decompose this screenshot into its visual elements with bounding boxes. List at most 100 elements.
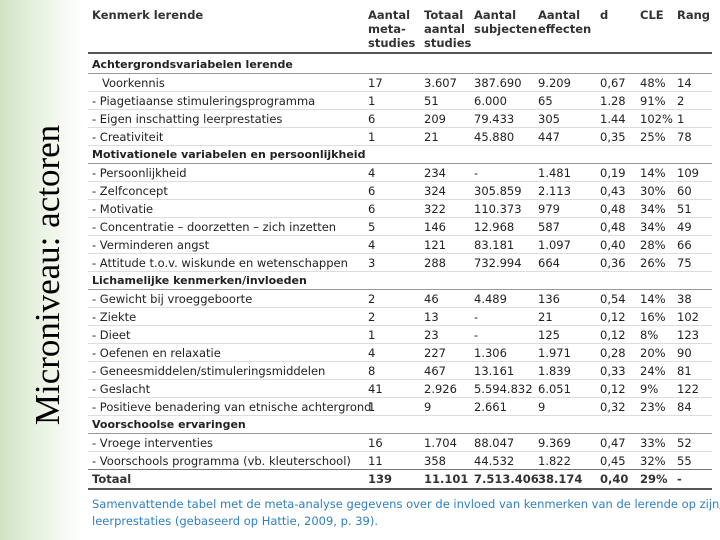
rule bbox=[88, 91, 712, 92]
cell: 305.859 bbox=[474, 184, 522, 198]
header-cell: subjecten bbox=[474, 22, 538, 36]
cell: 16 bbox=[368, 436, 383, 450]
cell: 30% bbox=[640, 184, 666, 198]
cell: 0,54 bbox=[600, 292, 626, 306]
cell: 28% bbox=[640, 238, 666, 252]
section-title: Lichamelijke kenmerken/invloeden bbox=[92, 274, 307, 287]
cell: 60 bbox=[677, 184, 692, 198]
cell: 81 bbox=[677, 364, 692, 378]
header-cell: Totaal bbox=[424, 8, 464, 22]
cell: 26% bbox=[640, 256, 666, 270]
rule bbox=[88, 217, 712, 218]
row-label: - Attitude t.o.v. wiskunde en wetenschap… bbox=[92, 256, 348, 270]
cell: 3 bbox=[368, 256, 376, 270]
cell: 387.690 bbox=[474, 76, 522, 90]
cell: 0,12 bbox=[600, 310, 626, 324]
cell: 1.704 bbox=[424, 436, 457, 450]
cell: 123 bbox=[677, 328, 699, 342]
cell: 8 bbox=[368, 364, 376, 378]
cell: 33% bbox=[640, 436, 666, 450]
cell: 209 bbox=[424, 112, 446, 126]
cell: 21 bbox=[538, 310, 553, 324]
caption: leerprestaties (gebaseerd op Hattie, 200… bbox=[92, 514, 378, 528]
rule bbox=[88, 109, 712, 110]
cell: 11 bbox=[368, 454, 383, 468]
cell: 9 bbox=[538, 400, 546, 414]
cell: 109 bbox=[677, 166, 699, 180]
cell: 84 bbox=[677, 400, 692, 414]
cell: 1 bbox=[368, 130, 376, 144]
cell: 0,33 bbox=[600, 364, 626, 378]
header-cell: Kenmerk lerende bbox=[92, 8, 204, 22]
cell: 34% bbox=[640, 202, 666, 216]
cell: 16% bbox=[640, 310, 666, 324]
cell: 48% bbox=[640, 76, 666, 90]
cell: 4 bbox=[368, 346, 376, 360]
caption: Samenvattende tabel met de meta-analyse … bbox=[92, 497, 720, 511]
cell: 358 bbox=[424, 454, 446, 468]
cell: 24% bbox=[640, 364, 666, 378]
row-label: - Geslacht bbox=[92, 382, 151, 396]
header-cell: Rang bbox=[677, 8, 711, 22]
cell: 52 bbox=[677, 436, 692, 450]
cell: 102% bbox=[640, 112, 673, 126]
rule bbox=[88, 271, 712, 272]
cell: 2 bbox=[677, 94, 685, 108]
cell: 2 bbox=[368, 292, 376, 306]
cell: 66 bbox=[677, 238, 692, 252]
cell: 9% bbox=[640, 382, 659, 396]
rule bbox=[88, 235, 712, 236]
cell: 1 bbox=[368, 94, 376, 108]
cell: 5 bbox=[368, 220, 376, 234]
cell: 13 bbox=[424, 310, 439, 324]
row-label: - Verminderen angst bbox=[92, 238, 210, 252]
row-label: - Concentratie – doorzetten – zich inzet… bbox=[92, 220, 337, 234]
rule bbox=[88, 397, 712, 398]
row-label: - Ziekte bbox=[92, 310, 137, 324]
cell: 2.926 bbox=[424, 382, 457, 396]
cell: 9.369 bbox=[538, 436, 571, 450]
cell: 90 bbox=[677, 346, 692, 360]
cell: 51 bbox=[677, 202, 692, 216]
rule bbox=[88, 361, 712, 362]
rule bbox=[88, 289, 712, 290]
row-label: - Motivatie bbox=[92, 202, 154, 216]
header-cell: meta- bbox=[368, 22, 406, 36]
row-label: - Geneesmiddelen/stimuleringsmiddelen bbox=[92, 364, 326, 378]
total-cell: 38.174 bbox=[538, 472, 583, 486]
cell: 136 bbox=[538, 292, 560, 306]
cell: 664 bbox=[538, 256, 560, 270]
row-label: - Positieve benadering van etnische acht… bbox=[92, 400, 372, 414]
cell: 9.209 bbox=[538, 76, 571, 90]
rule bbox=[88, 469, 712, 470]
cell: 6.000 bbox=[474, 94, 507, 108]
rule bbox=[88, 343, 712, 344]
rule bbox=[88, 253, 712, 254]
cell: 0,67 bbox=[600, 76, 626, 90]
cell: 732.994 bbox=[474, 256, 522, 270]
cell: 0,47 bbox=[600, 436, 626, 450]
cell: 227 bbox=[424, 346, 446, 360]
row-label: - Voorschools programma (vb. kleuterscho… bbox=[92, 454, 351, 468]
cell: 4.489 bbox=[474, 292, 507, 306]
header-cell: Aantal bbox=[368, 8, 411, 22]
header-cell: Aantal bbox=[538, 8, 581, 22]
cell: 0,32 bbox=[600, 400, 626, 414]
row-label: - Eigen inschatting leerprestaties bbox=[92, 112, 283, 126]
cell: 46 bbox=[424, 292, 439, 306]
rule bbox=[88, 181, 712, 182]
cell: 234 bbox=[424, 166, 446, 180]
cell: 44.532 bbox=[474, 454, 515, 468]
cell: 122 bbox=[677, 382, 699, 396]
cell: 9 bbox=[424, 400, 432, 414]
cell: 41 bbox=[368, 382, 383, 396]
cell: 83.181 bbox=[474, 238, 515, 252]
rule bbox=[88, 307, 712, 308]
total-cell: - bbox=[677, 472, 682, 486]
cell: 1.44 bbox=[600, 112, 626, 126]
cell: 34% bbox=[640, 220, 666, 234]
section-title: Motivationele variabelen en persoonlijkh… bbox=[92, 148, 366, 161]
cell: 23 bbox=[424, 328, 439, 342]
cell: 78 bbox=[677, 130, 692, 144]
side-title: Microniveau: actoren bbox=[28, 124, 67, 426]
